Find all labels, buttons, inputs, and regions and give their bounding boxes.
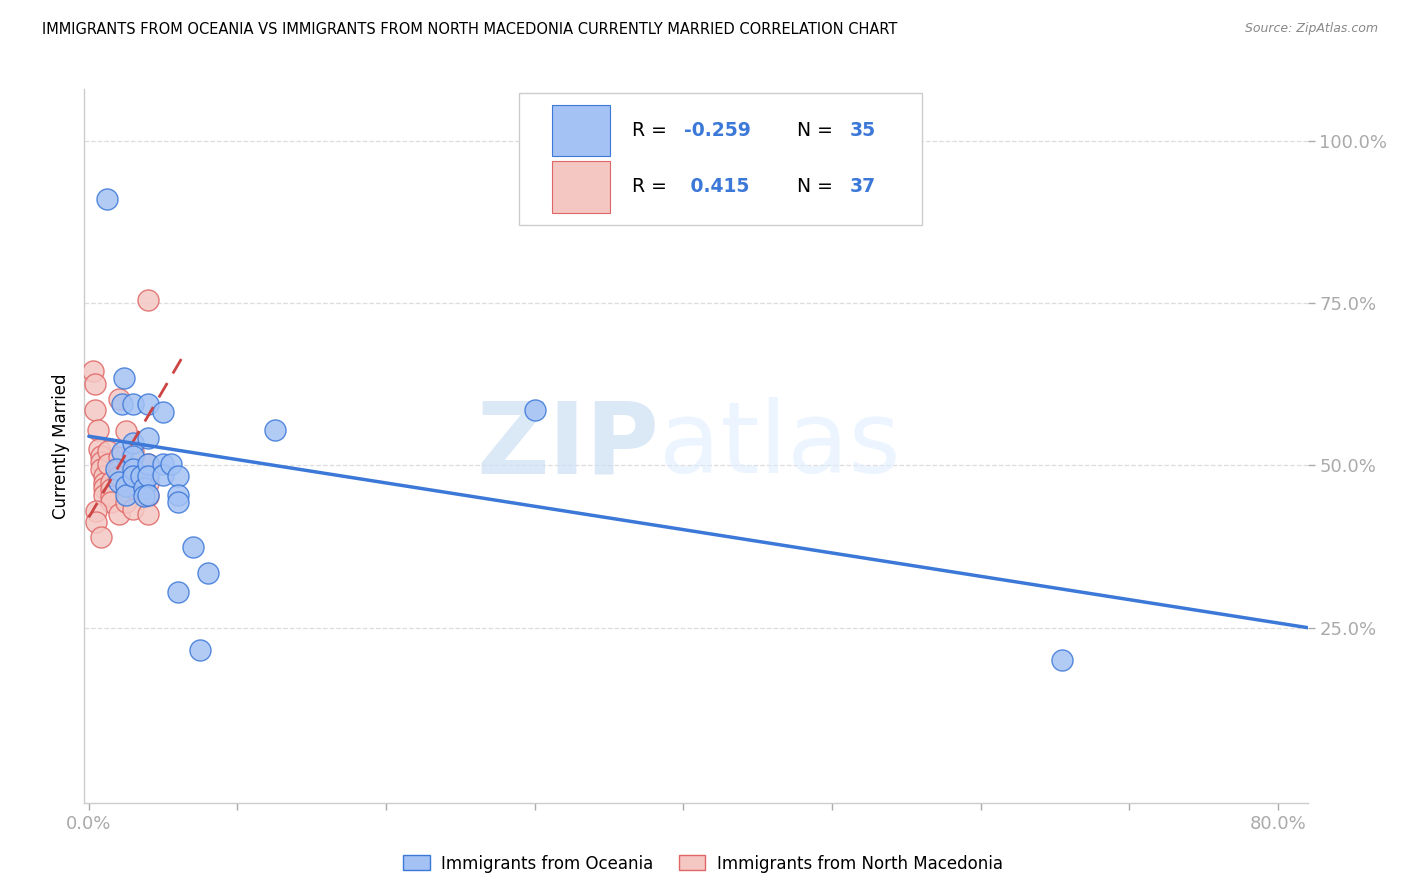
Point [167, 585, 190, 599]
Point [197, 566, 219, 580]
Point [100, 495, 122, 509]
Text: R =: R = [633, 178, 673, 196]
Text: 37: 37 [851, 178, 876, 196]
Point [136, 469, 159, 483]
Point [136, 457, 159, 471]
Point [82, 364, 104, 378]
Point [129, 469, 152, 483]
Point [136, 397, 159, 411]
Point [90, 449, 112, 463]
Point [96, 193, 118, 207]
Point [100, 475, 122, 489]
Point [107, 469, 129, 483]
Point [93, 488, 115, 502]
Text: Source: ZipAtlas.com: Source: ZipAtlas.com [1244, 22, 1378, 36]
Point [97, 443, 120, 458]
Point [136, 489, 159, 503]
Point [84, 515, 107, 529]
Text: atlas: atlas [659, 398, 901, 494]
Point [107, 392, 129, 406]
Point [90, 530, 112, 544]
Point [523, 403, 546, 417]
Point [115, 495, 138, 509]
Point [132, 481, 155, 495]
Text: -0.259: -0.259 [683, 121, 751, 140]
Point [115, 424, 138, 438]
Text: 35: 35 [851, 121, 876, 140]
Point [93, 475, 115, 490]
Point [107, 475, 129, 489]
Point [115, 488, 138, 502]
Point [136, 475, 159, 490]
FancyBboxPatch shape [519, 93, 922, 225]
Point [107, 507, 129, 521]
Point [115, 479, 138, 493]
Text: ZIP: ZIP [477, 398, 659, 494]
Text: N =: N = [797, 121, 839, 140]
Point [159, 457, 181, 471]
Point [100, 489, 122, 503]
Point [122, 449, 145, 463]
Legend: Immigrants from Oceania, Immigrants from North Macedonia: Immigrants from Oceania, Immigrants from… [396, 848, 1010, 880]
Point [263, 423, 285, 437]
Point [110, 445, 132, 459]
Point [188, 643, 211, 657]
Point [110, 397, 132, 411]
Y-axis label: Currently Married: Currently Married [52, 373, 70, 519]
Text: N =: N = [797, 178, 839, 196]
Point [90, 461, 112, 475]
Point [132, 489, 155, 503]
Point [97, 457, 120, 471]
Point [181, 540, 204, 554]
Point [136, 488, 159, 502]
Point [152, 457, 174, 471]
Point [93, 481, 115, 495]
Point [136, 457, 159, 471]
Point [136, 507, 159, 521]
Text: R =: R = [633, 121, 673, 140]
Point [167, 495, 190, 509]
Point [104, 461, 127, 475]
Point [84, 504, 107, 518]
Point [167, 488, 190, 502]
Text: IMMIGRANTS FROM OCEANIA VS IMMIGRANTS FROM NORTH MACEDONIA CURRENTLY MARRIED COR: IMMIGRANTS FROM OCEANIA VS IMMIGRANTS FR… [42, 22, 897, 37]
Point [122, 469, 145, 483]
Point [136, 293, 159, 307]
Point [136, 431, 159, 445]
Point [89, 442, 111, 457]
Point [115, 469, 138, 483]
Point [152, 468, 174, 483]
Point [167, 469, 190, 483]
Point [122, 461, 145, 475]
Point [122, 397, 145, 411]
Point [122, 435, 145, 450]
Point [122, 443, 145, 458]
FancyBboxPatch shape [551, 105, 610, 156]
Point [83, 377, 105, 392]
Point [122, 502, 145, 516]
Point [152, 404, 174, 418]
Point [107, 450, 129, 464]
Point [1052, 653, 1074, 667]
Point [114, 371, 136, 385]
Point [122, 481, 145, 495]
Text: 0.415: 0.415 [683, 178, 749, 196]
Point [90, 455, 112, 469]
Point [87, 423, 110, 437]
Point [107, 461, 129, 475]
Point [93, 468, 115, 483]
Point [83, 403, 105, 417]
Point [100, 483, 122, 497]
FancyBboxPatch shape [551, 161, 610, 212]
